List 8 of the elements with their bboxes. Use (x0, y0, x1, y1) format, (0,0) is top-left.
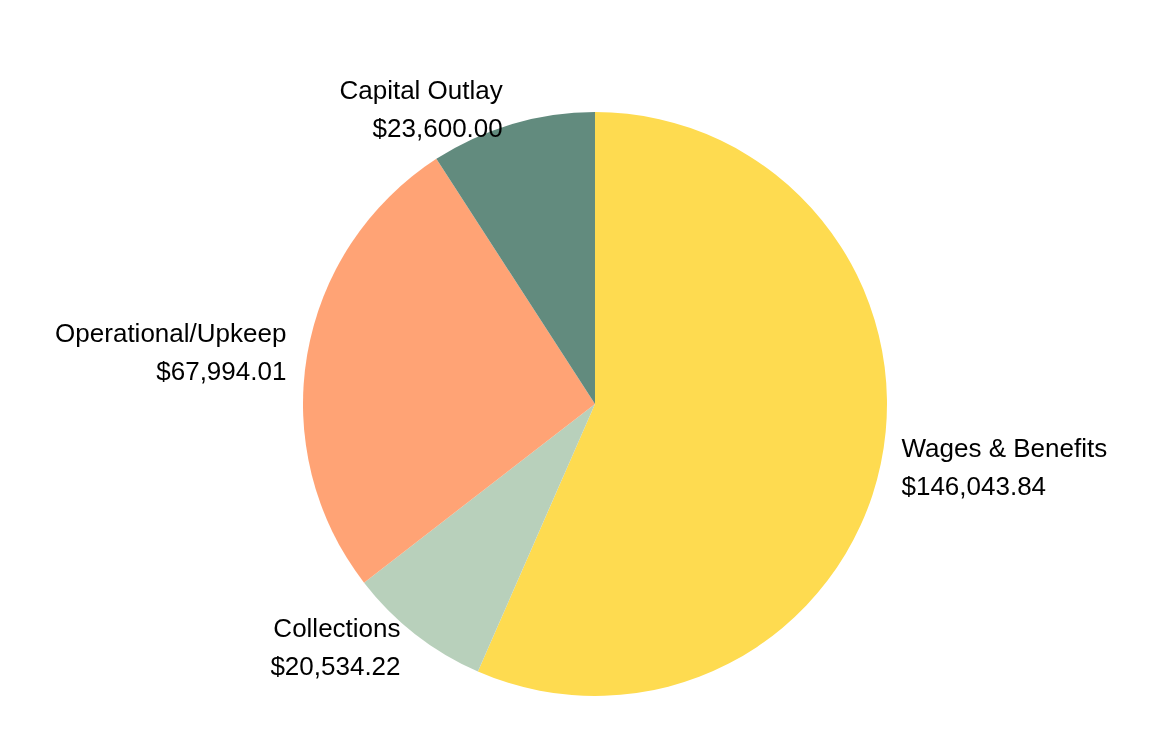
slice-label: Wages & Benefits (901, 433, 1108, 464)
slice-label: Operational/Upkeep (55, 318, 287, 349)
slice-label: Collections (273, 612, 401, 643)
data-label: $23,600.00 (372, 112, 503, 143)
slice-label: Capital Outlay (339, 74, 503, 105)
data-label: $146,043.84 (901, 471, 1047, 502)
data-label: $20,534.22 (270, 650, 401, 681)
data-label: $67,994.01 (156, 356, 287, 387)
